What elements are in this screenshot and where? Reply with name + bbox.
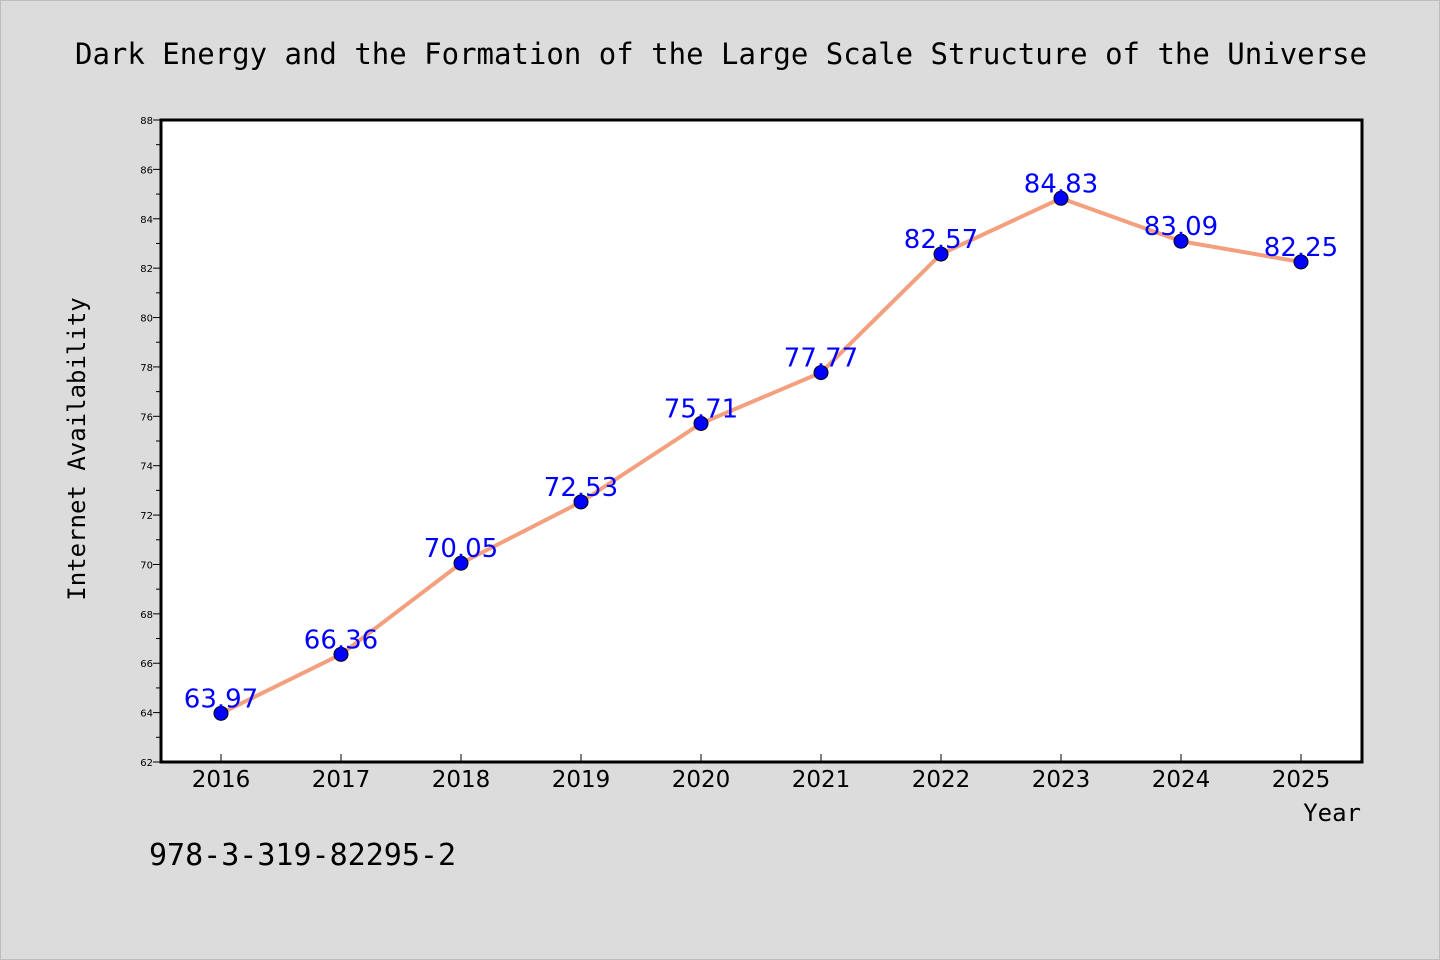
data-point <box>1293 254 1309 270</box>
x-tick-label: 2018 <box>432 767 491 793</box>
data-label: 72.53 <box>544 473 618 503</box>
series-line <box>219 196 1303 716</box>
data-label: 63.97 <box>184 684 258 714</box>
data-point <box>693 415 709 431</box>
y-tick-label: 62 <box>140 758 153 769</box>
x-axis: 2016 2017 2018 2019 2020 2021 2022 2023 2024 2025 <box>192 754 1331 793</box>
data-label: 84.83 <box>1024 169 1098 199</box>
y-tick-label: 66 <box>140 659 153 670</box>
chart-title: Dark Energy and the Formation of the Lar… <box>75 37 1367 71</box>
y-tick-label: 78 <box>140 363 153 374</box>
data-label: 70.05 <box>424 534 498 564</box>
y-tick-label: 70 <box>140 560 153 571</box>
data-label: 83.09 <box>1144 212 1218 242</box>
y-axis: 62 64 66 68 70 72 74 76 78 80 82 84 86 88 <box>140 116 161 769</box>
plot-area <box>159 118 1364 764</box>
x-tick-label: 2025 <box>1272 767 1331 793</box>
x-tick-label: 2023 <box>1032 767 1091 793</box>
data-labels: 63.97 66.36 70.05 72.53 75.71 77.77 82.57 84.83… <box>184 169 1338 714</box>
x-tick-label: 2022 <box>912 767 971 793</box>
y-tick-label: 88 <box>140 116 153 127</box>
x-tick-label: 2024 <box>1152 767 1211 793</box>
y-tick-label: 84 <box>140 215 153 226</box>
x-tick-label: 2020 <box>672 767 731 793</box>
data-label: 75.71 <box>664 394 738 424</box>
series-layer <box>213 190 1309 721</box>
data-point <box>573 494 589 510</box>
data-point <box>1053 190 1069 206</box>
data-label: 66.36 <box>304 625 378 655</box>
y-tick-label: 82 <box>140 264 153 275</box>
data-label: 82.25 <box>1264 233 1338 263</box>
data-point <box>453 555 469 571</box>
data-point <box>213 705 229 721</box>
x-axis-label: Year <box>1303 799 1361 827</box>
data-point <box>1173 233 1189 249</box>
data-label: 82.57 <box>904 225 978 255</box>
x-tick-label: 2016 <box>192 767 251 793</box>
y-tick-label: 74 <box>140 462 153 473</box>
y-tick-label: 86 <box>140 165 153 176</box>
data-label: 77.77 <box>784 344 858 374</box>
x-tick-label: 2021 <box>792 767 851 793</box>
y-tick-label: 76 <box>140 412 153 423</box>
isbn-text: 978-3-319-82295-2 <box>149 838 456 873</box>
y-tick-label: 68 <box>140 610 153 621</box>
data-point <box>813 365 829 381</box>
y-tick-label: 80 <box>140 314 153 325</box>
y-tick-label: 72 <box>140 511 153 522</box>
data-point <box>933 246 949 262</box>
y-tick-label: 64 <box>140 709 153 720</box>
x-tick-label: 2019 <box>552 767 611 793</box>
data-point <box>333 646 349 662</box>
x-tick-label: 2017 <box>312 767 371 793</box>
y-axis-label: Internet Availability <box>63 297 91 600</box>
